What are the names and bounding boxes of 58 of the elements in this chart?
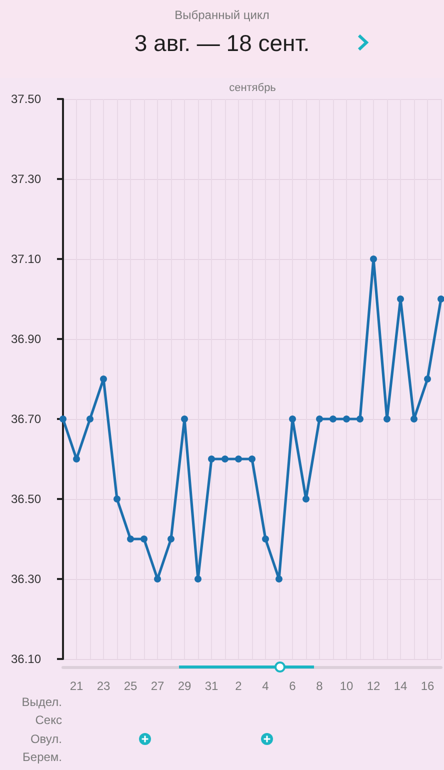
point xyxy=(384,416,390,422)
x-tick-label: 4 xyxy=(262,679,270,693)
x-tick-label: 25 xyxy=(124,679,138,693)
y-tick-label: 36.10 xyxy=(10,652,42,666)
x-tick-label: 27 xyxy=(150,679,164,693)
point xyxy=(343,416,350,422)
y-tick-label: 37.10 xyxy=(10,252,42,266)
x-tick-label: 16 xyxy=(420,679,434,693)
x-tick-label: 8 xyxy=(316,679,324,693)
point xyxy=(248,456,256,462)
x-tick-label: 31 xyxy=(204,679,218,693)
point xyxy=(235,456,242,462)
point xyxy=(127,536,134,542)
text: Овул. xyxy=(30,730,62,747)
point xyxy=(316,416,323,422)
chart-title: Выбранный цикл xyxy=(174,8,270,22)
point xyxy=(262,536,269,542)
y-tick-label: 36.30 xyxy=(10,572,42,586)
point xyxy=(397,296,404,302)
point xyxy=(330,416,336,422)
point xyxy=(86,416,94,422)
text: Берем. xyxy=(22,748,62,765)
y-tick-label: 36.90 xyxy=(10,332,42,346)
x-tick-label: 2 xyxy=(235,679,242,693)
x-tick-label: 10 xyxy=(340,679,354,693)
x-tick-label: 12 xyxy=(366,679,380,693)
point xyxy=(302,496,310,502)
point xyxy=(60,416,66,422)
point xyxy=(370,256,377,262)
point xyxy=(289,416,296,422)
point xyxy=(100,376,107,382)
point xyxy=(73,456,80,462)
text: Выдел. xyxy=(22,694,62,710)
text: сентябрь xyxy=(228,82,277,94)
point xyxy=(140,536,148,542)
y-tick-label: 37.30 xyxy=(10,172,42,186)
point xyxy=(181,416,188,422)
point xyxy=(194,576,202,582)
y-tick-label: 37.50 xyxy=(10,92,42,106)
point xyxy=(410,416,418,422)
point xyxy=(438,296,444,302)
point xyxy=(114,496,120,502)
x-tick-label: 14 xyxy=(394,679,408,693)
point xyxy=(154,576,161,582)
y-tick-label: 36.50 xyxy=(10,492,42,506)
point xyxy=(356,416,364,422)
x-tick-label: 21 xyxy=(70,679,84,693)
point xyxy=(222,456,228,462)
y-tick-label: 36.70 xyxy=(10,412,42,426)
point xyxy=(424,376,431,382)
x-tick-label: 29 xyxy=(178,679,192,693)
point xyxy=(168,536,174,542)
x-tick-label: 23 xyxy=(96,679,110,693)
x-tick-label: 6 xyxy=(289,679,296,693)
point xyxy=(276,576,282,582)
point xyxy=(208,456,215,462)
text: Секс xyxy=(35,712,62,728)
chart-subtitle: 3 авг. — 18 сент. xyxy=(133,30,311,57)
